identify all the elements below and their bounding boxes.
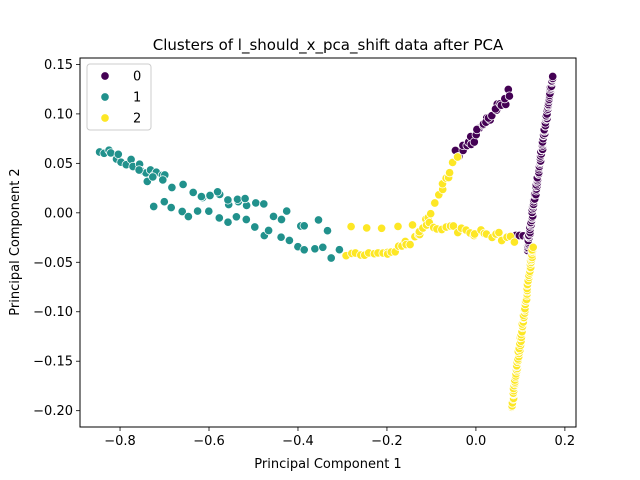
point-cluster-1 — [284, 235, 294, 245]
point-cluster-1 — [334, 245, 344, 255]
point-cluster-2 — [453, 152, 463, 162]
point-cluster-0 — [472, 124, 482, 135]
x-tick-label: −0.8 — [104, 434, 136, 449]
x-tick-label: −0.4 — [282, 434, 314, 449]
point-cluster-2 — [362, 223, 372, 233]
point-cluster-1 — [326, 253, 336, 263]
point-cluster-1 — [196, 192, 206, 202]
y-tick-label: 0.15 — [44, 58, 73, 73]
point-cluster-1 — [214, 213, 224, 223]
point-cluster-1 — [318, 242, 328, 252]
point-cluster-1 — [193, 206, 203, 216]
point-cluster-1 — [241, 214, 251, 225]
legend-label-1: 1 — [133, 91, 141, 106]
point-cluster-1 — [177, 206, 187, 217]
point-cluster-1 — [178, 179, 188, 189]
point-cluster-1 — [167, 182, 177, 193]
point-cluster-1 — [213, 187, 223, 197]
point-cluster-1 — [299, 221, 309, 231]
x-tick-label: −0.6 — [193, 434, 225, 449]
y-tick-label: −0.20 — [33, 404, 73, 419]
point-cluster-1 — [282, 206, 292, 216]
point-cluster-0 — [548, 71, 558, 82]
legend-box — [86, 63, 152, 131]
legend: 0 1 2 — [86, 63, 152, 131]
y-tick-label: −0.05 — [33, 256, 73, 271]
point-cluster-2 — [377, 223, 387, 233]
point-cluster-0 — [504, 91, 514, 101]
point-cluster-1 — [205, 190, 215, 201]
point-cluster-1 — [159, 197, 169, 207]
x-tick-label: 0.0 — [466, 434, 487, 449]
x-axis: −0.8 −0.6 −0.4 −0.2 0.0 0.2 — [104, 427, 575, 449]
point-cluster-1 — [240, 194, 250, 204]
legend-marker-1 — [100, 92, 110, 102]
y-tick-label: 0.00 — [44, 206, 73, 221]
point-cluster-2 — [405, 240, 415, 250]
y-axis-label: Principal Component 2 — [8, 168, 23, 315]
point-cluster-2 — [426, 209, 436, 219]
point-cluster-1 — [251, 198, 261, 208]
point-cluster-1 — [310, 244, 320, 254]
point-cluster-1 — [223, 217, 233, 227]
point-cluster-2 — [407, 220, 418, 230]
legend-label-2: 2 — [133, 112, 141, 127]
point-cluster-1 — [166, 203, 176, 213]
chart-title: Clusters of l_should_x_pca_shift data af… — [153, 36, 504, 55]
point-cluster-1 — [268, 211, 279, 221]
point-cluster-1 — [250, 222, 260, 232]
point-cluster-1 — [313, 215, 324, 225]
points-layer — [95, 71, 558, 412]
plot-frame — [79, 57, 577, 428]
point-cluster-2 — [494, 228, 504, 238]
point-cluster-1 — [276, 214, 287, 225]
point-cluster-1 — [223, 195, 233, 205]
point-cluster-1 — [149, 201, 159, 212]
point-cluster-1 — [259, 199, 269, 209]
point-cluster-2 — [509, 237, 519, 247]
point-cluster-1 — [183, 212, 193, 222]
point-cluster-1 — [113, 149, 123, 159]
x-axis-label: Principal Component 1 — [254, 457, 401, 472]
point-cluster-2 — [528, 242, 538, 252]
point-cluster-1 — [134, 165, 144, 175]
legend-label-0: 0 — [133, 70, 141, 85]
point-cluster-1 — [188, 187, 198, 197]
y-axis: −0.20 −0.15 −0.10 −0.05 0.00 0.05 0.10 0.15 — [33, 58, 80, 419]
point-cluster-2 — [393, 221, 403, 231]
legend-marker-2 — [100, 113, 110, 123]
x-tick-label: 0.2 — [555, 434, 576, 449]
y-tick-label: −0.15 — [33, 355, 73, 370]
y-tick-label: 0.05 — [44, 157, 73, 172]
point-cluster-1 — [158, 175, 168, 185]
point-cluster-2 — [346, 222, 356, 232]
y-tick-label: −0.10 — [33, 305, 73, 320]
point-cluster-2 — [445, 168, 455, 178]
point-cluster-1 — [231, 212, 241, 222]
point-cluster-1 — [264, 225, 274, 236]
point-cluster-1 — [204, 206, 214, 216]
y-tick-label: 0.10 — [44, 107, 73, 122]
point-cluster-1 — [322, 226, 333, 236]
legend-marker-0 — [100, 71, 110, 81]
point-cluster-1 — [276, 232, 286, 242]
point-cluster-1 — [148, 172, 158, 182]
point-cluster-2 — [430, 198, 440, 208]
x-tick-label: −0.2 — [371, 434, 403, 449]
point-cluster-1 — [232, 194, 243, 204]
point-cluster-1 — [299, 245, 309, 255]
